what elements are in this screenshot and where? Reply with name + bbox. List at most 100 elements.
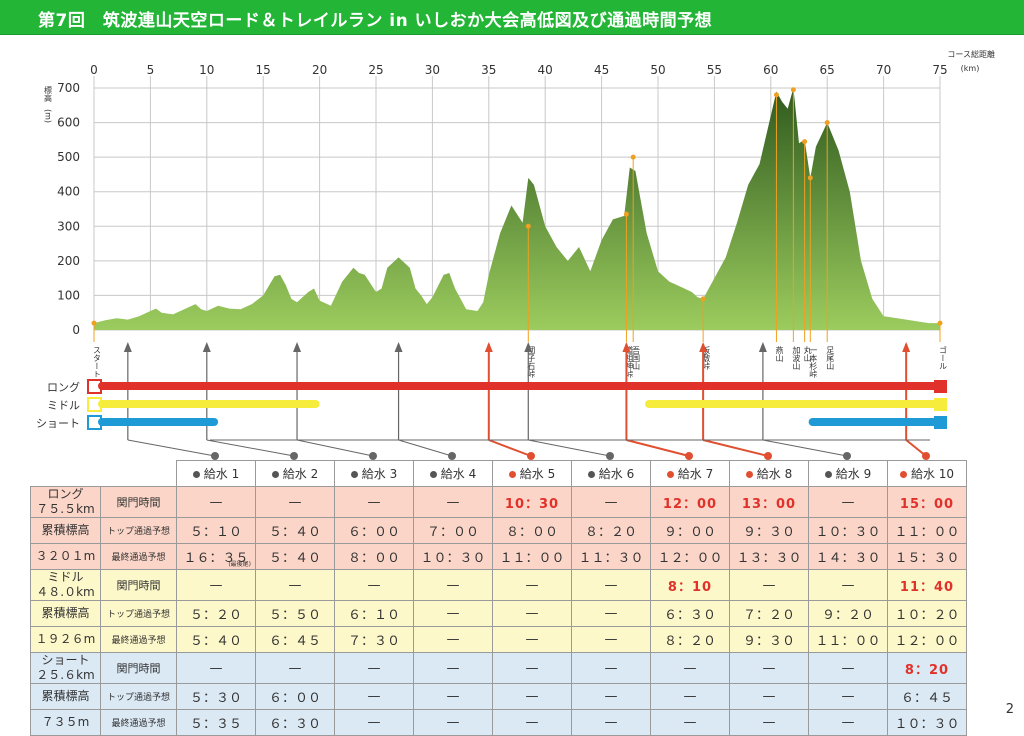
x-tick-label: 20 <box>312 63 327 77</box>
course-info-cell: ショート ２５.６km <box>30 652 101 684</box>
table-row: 累積標高 トップ通過予想 ５：２０ ５：５０ ６：１０— — —６：３０ ７：２０ ９：２０ １０… <box>30 600 967 627</box>
time-cell: — <box>255 486 335 518</box>
aid-connector <box>702 439 769 457</box>
time-cell: １２：００ <box>650 543 730 570</box>
row-label: 関門時間 <box>100 652 177 684</box>
aid-header: 給水 4 <box>413 460 493 487</box>
time-cell: — <box>413 600 493 627</box>
peak-label: 足尾山 <box>826 346 835 371</box>
x-tick-label: 30 <box>425 63 440 77</box>
time-cell: ９：００ <box>650 517 730 544</box>
time-cell: １４：３０ <box>808 543 888 570</box>
course-info-cell: ミドル ４８.０km <box>30 569 101 601</box>
course-info-cell: 累積標高 <box>30 683 101 710</box>
time-cell: ９：３０ <box>729 517 809 544</box>
time-cell: — <box>413 486 493 518</box>
aid-dot <box>290 452 298 460</box>
peak-label: 丸山 <box>803 345 812 363</box>
course-bar-label: ロング <box>47 380 80 394</box>
table-row: 累積標高 トップ通過予想 ５：３０ ６：００— — — — — — —６：４５ <box>30 683 967 710</box>
time-cell: ５：５０ <box>255 600 335 627</box>
time-cell: 8：10 <box>650 569 730 601</box>
time-cell: ５：３０ <box>176 683 256 710</box>
aid-arrow-head <box>902 342 911 352</box>
table-row: ロング ７５.５km 関門時間 — — — —10：30—12：00 13：00—15：00 <box>30 486 967 518</box>
time-cell: — <box>413 683 493 710</box>
time-cell: ９：２０ <box>808 600 888 627</box>
x-tick-label: 55 <box>707 63 722 77</box>
aid-header: 給水 6 <box>571 460 651 487</box>
row-label: トップ通過予想 <box>100 600 177 627</box>
time-cell: — <box>413 652 493 684</box>
time-cell: ６：４５ <box>255 626 335 653</box>
x-tick-label: 50 <box>650 63 665 77</box>
y-tick-label: 600 <box>57 116 80 130</box>
time-cell: — <box>571 652 651 684</box>
aid-arrow-head <box>202 342 211 352</box>
aid-header: 給水 5 <box>492 460 572 487</box>
y-tick-label: 200 <box>57 254 80 268</box>
time-cell: — <box>255 652 335 684</box>
course-info-cell: １９２６m <box>30 626 101 653</box>
y-unit-label: 標高 <box>44 85 53 103</box>
y-tick-label: 100 <box>57 288 80 302</box>
x-tick-label: 35 <box>481 63 496 77</box>
time-cell: ８：２０ <box>571 517 651 544</box>
time-cell: — <box>571 683 651 710</box>
time-cell: — <box>176 652 256 684</box>
peak-label: 板敷峠 <box>702 345 711 371</box>
row-label: 関門時間 <box>100 569 177 601</box>
x-tick-label: 40 <box>538 63 553 77</box>
aid-arrow-head <box>699 342 708 352</box>
time-cell: ６：４５ <box>887 683 967 710</box>
goal-label: ゴール <box>939 345 948 370</box>
table-row: ３２０１m 最終通過予想 １６：３５ (最後尾) ５：４０ ８：００ １０：３０ １１：００ １… <box>30 543 967 570</box>
course-info-cell: ３２０１m <box>30 543 101 570</box>
time-cell: １１：００ <box>492 543 572 570</box>
time-cell: 12：00 <box>650 486 730 518</box>
time-cell: ７：２０ <box>729 600 809 627</box>
x-tick-label: 45 <box>594 63 609 77</box>
time-cell: — <box>255 569 335 601</box>
time-cell: 13：00 <box>729 486 809 518</box>
aid-dot <box>211 452 219 460</box>
time-cell: １１：３０ <box>571 543 651 570</box>
peak-marker <box>700 296 706 302</box>
time-cell: — <box>571 569 651 601</box>
time-cell: — <box>571 486 651 518</box>
x-tick-label: 10 <box>199 63 214 77</box>
time-cell: ７：３０ <box>334 626 414 653</box>
aid-connector <box>762 439 848 457</box>
time-cell: ５：２０ <box>176 600 256 627</box>
aid-dot <box>606 452 614 460</box>
peak-marker <box>790 87 796 93</box>
time-cell: — <box>650 652 730 684</box>
x-tick-label: 60 <box>763 63 778 77</box>
aid-connector <box>905 439 927 457</box>
time-cell: ５：４０ <box>255 517 335 544</box>
time-cell: ５：４０ <box>255 543 335 570</box>
time-cell: １０：３０ <box>808 517 888 544</box>
time-cell: １３：３０ <box>729 543 809 570</box>
time-cell: ６：１０ <box>334 600 414 627</box>
time-cell: ７：００ <box>413 517 493 544</box>
x-tick-label: 65 <box>820 63 835 77</box>
time-cell: 8：20 <box>887 652 967 684</box>
course-bar-label: ミドル <box>47 399 80 412</box>
aid-connector <box>398 439 453 457</box>
time-cell: ８：００ <box>492 517 572 544</box>
y-tick-label: 500 <box>57 150 80 164</box>
time-cell: — <box>808 569 888 601</box>
peak-label: 吾国山 <box>632 346 641 371</box>
time-cell: ５：４０ <box>176 626 256 653</box>
course-info-cell: 累積標高 <box>30 600 101 627</box>
aid-connector <box>296 439 374 457</box>
time-cell: — <box>808 486 888 518</box>
aid-arrow-head <box>758 342 767 352</box>
time-cell: — <box>808 683 888 710</box>
last-runner-note: (最後尾) <box>228 561 251 568</box>
aid-dot <box>448 452 456 460</box>
x-unit: (km) <box>961 64 980 73</box>
peak-marker <box>773 92 779 98</box>
time-cell: — <box>176 569 256 601</box>
